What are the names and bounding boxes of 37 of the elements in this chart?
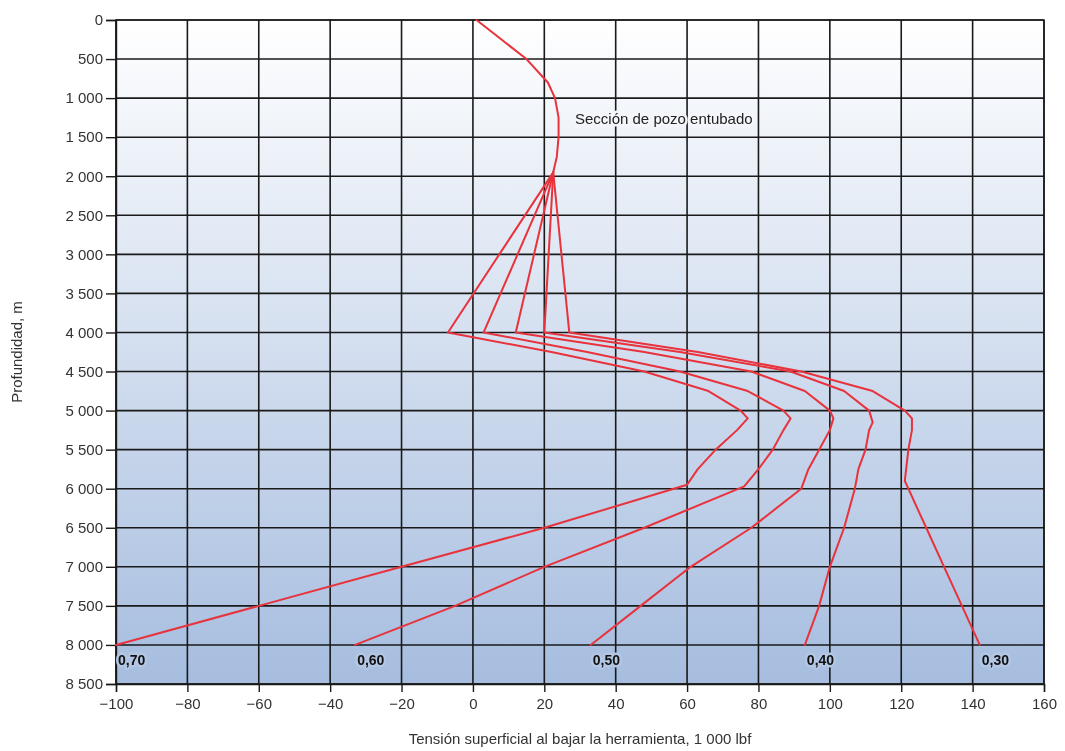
- y-tick-label: 1 000: [65, 89, 103, 107]
- y-tick-label: 4 000: [65, 323, 103, 341]
- series-label: 0,70: [118, 651, 146, 668]
- x-tick-label: 140: [960, 694, 986, 712]
- y-tick-label: 2 500: [65, 206, 103, 224]
- y-tick-label: 3 500: [65, 284, 103, 302]
- y-axis-title: Profundidad, m: [8, 301, 25, 403]
- y-tick-label: 6 500: [65, 519, 103, 537]
- x-tick-label: 0: [469, 694, 478, 712]
- x-tick-label: −20: [389, 694, 415, 712]
- x-tick-label: 40: [607, 694, 625, 712]
- x-tick-label: 60: [679, 694, 696, 712]
- y-tick-label: 8 500: [65, 675, 103, 693]
- y-tick-label: 5 000: [65, 401, 103, 419]
- x-axis-title: Tensión superficial al bajar la herramienta, 1 000 lbf: [408, 730, 753, 747]
- x-tick-label: 160: [1031, 694, 1058, 712]
- y-tick-label: 500: [77, 50, 103, 68]
- y-tick-label: 3 000: [65, 245, 103, 263]
- y-tick-label: 6 000: [65, 480, 103, 498]
- y-tick-label: 7 500: [65, 597, 103, 615]
- x-tick-label: 120: [889, 694, 915, 712]
- x-tick-label: −80: [175, 694, 201, 712]
- y-tick-label: 0: [94, 11, 103, 29]
- x-tick-label: 100: [817, 694, 843, 712]
- series-label: 0,60: [357, 651, 385, 668]
- x-tick-label: −60: [246, 694, 272, 712]
- y-tick-label: 5 500: [65, 440, 103, 458]
- y-tick-label: 2 000: [65, 167, 103, 185]
- y-tick-label: 1 500: [65, 128, 103, 146]
- x-tick-label: −40: [317, 694, 344, 712]
- y-tick-label: 4 500: [65, 362, 103, 380]
- x-tick-label: 80: [750, 694, 768, 712]
- y-tick-label: 8 000: [65, 636, 103, 654]
- x-tick-label: −100: [99, 694, 134, 712]
- y-tick-label: 7 000: [65, 558, 103, 576]
- series-label: 0,30: [981, 651, 1010, 668]
- x-tick-label: 20: [536, 694, 554, 712]
